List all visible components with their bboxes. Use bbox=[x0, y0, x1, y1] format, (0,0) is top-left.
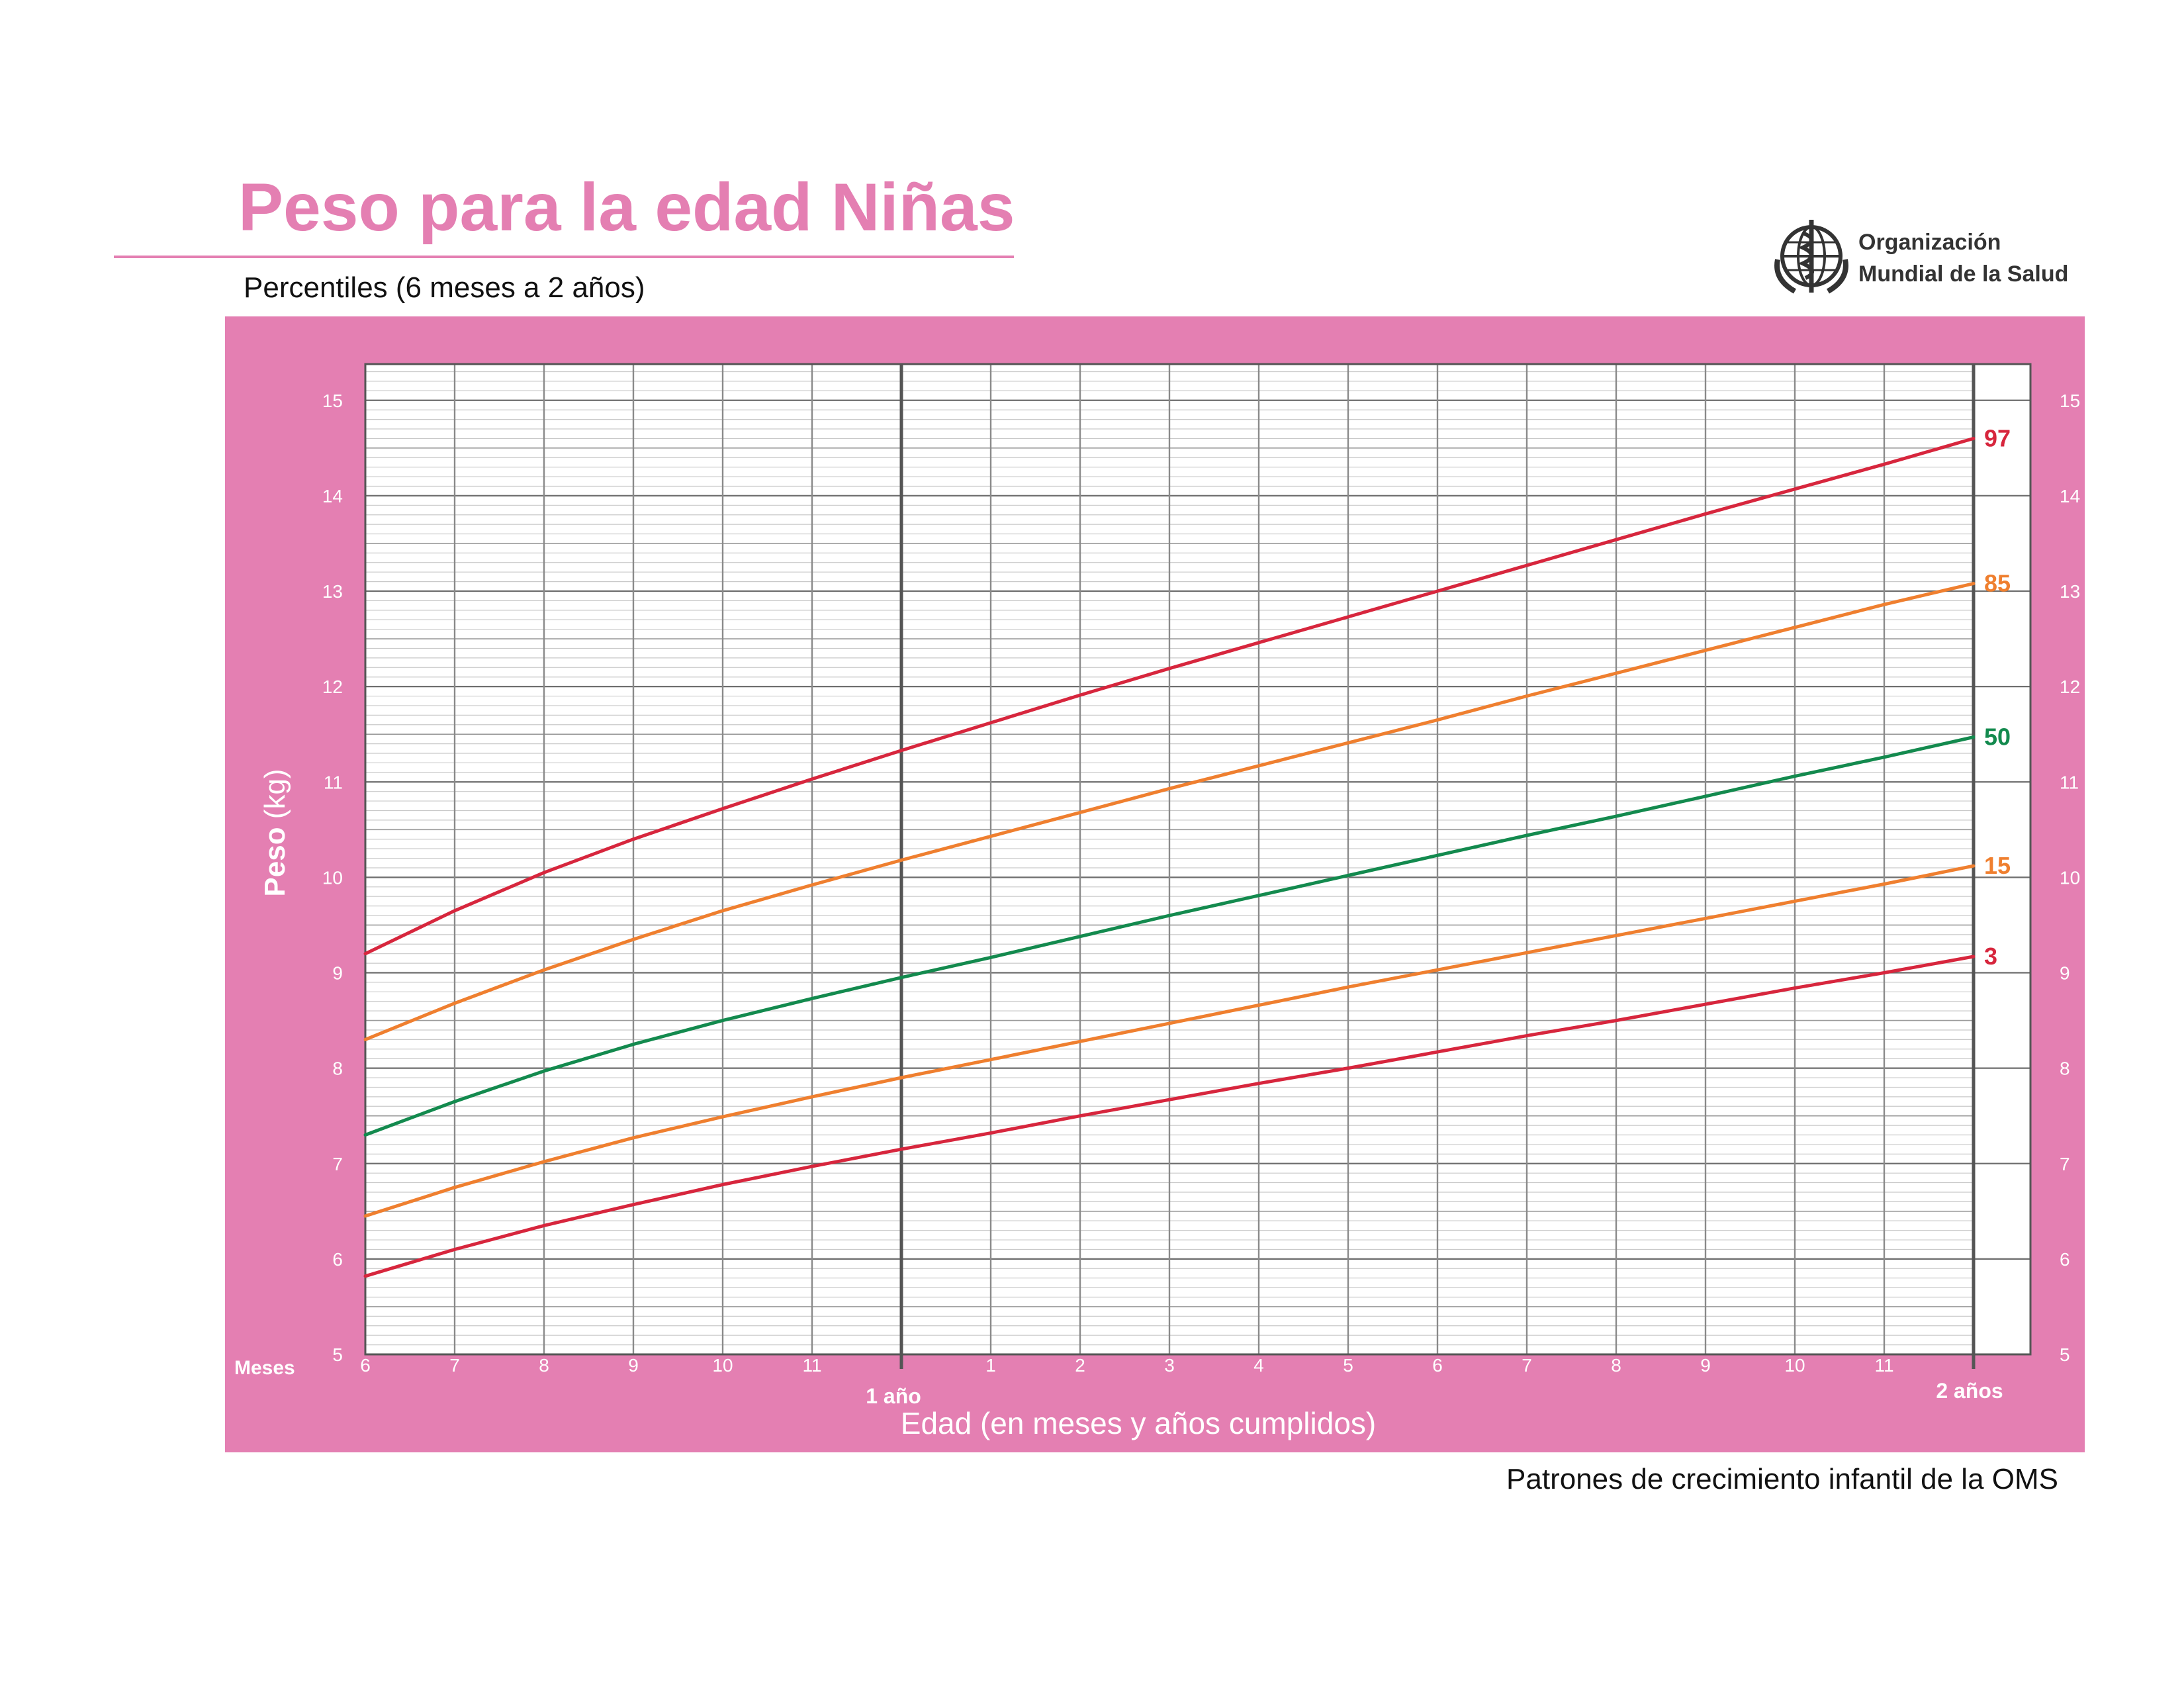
source-note: Patrones de crecimiento infantil de la O… bbox=[1506, 1463, 2058, 1495]
y-tick-label-left: 8 bbox=[332, 1058, 343, 1079]
x-year-label-2: 2 años bbox=[1936, 1379, 2003, 1403]
percentile-label-3: 3 bbox=[1984, 943, 1997, 970]
y-tick-label-left: 10 bbox=[322, 867, 343, 888]
who-emblem-icon bbox=[1774, 220, 1848, 294]
who-name-line2: Mundial de la Salud bbox=[1858, 261, 2069, 287]
x-tick-label: 9 bbox=[628, 1355, 639, 1376]
y-tick-label-right: 7 bbox=[2060, 1154, 2070, 1174]
x-tick-label: 4 bbox=[1253, 1355, 1264, 1376]
y-tick-label-left: 5 bbox=[332, 1344, 343, 1365]
x-year-label-1: 1 año bbox=[866, 1384, 921, 1408]
plot-frame bbox=[364, 363, 2032, 1356]
y-tick-label-left: 14 bbox=[322, 486, 343, 506]
percentile-curve-50 bbox=[363, 735, 1976, 1137]
y-tick-label-right: 11 bbox=[2060, 772, 2079, 792]
y-tick-label-right: 14 bbox=[2060, 486, 2080, 506]
x-tick-label: 1 bbox=[985, 1355, 996, 1376]
x-unit-label: Meses bbox=[234, 1357, 295, 1379]
x-tick-label: 2 bbox=[1075, 1355, 1085, 1376]
x-tick-label: 7 bbox=[1522, 1355, 1532, 1376]
x-tick-label: 11 bbox=[802, 1355, 821, 1376]
percentile-curve-85 bbox=[363, 582, 1976, 1041]
page-subtitle: Percentiles (6 meses a 2 años) bbox=[244, 271, 645, 304]
x-tick-label: 5 bbox=[1343, 1355, 1353, 1376]
who-logo-text: Organización Mundial de la Salud bbox=[1858, 226, 2068, 290]
y-axis-title-main: Peso bbox=[259, 819, 291, 896]
percentile-curve-97 bbox=[363, 436, 1976, 956]
y-tick-label-right: 13 bbox=[2060, 581, 2080, 602]
y-tick-label-left: 13 bbox=[322, 581, 343, 602]
y-tick-label-right: 5 bbox=[2060, 1344, 2070, 1365]
y-tick-label-left: 7 bbox=[332, 1154, 343, 1174]
percentile-curve-3 bbox=[363, 955, 1976, 1278]
y-tick-label-right: 8 bbox=[2060, 1058, 2070, 1079]
x-tick-label: 8 bbox=[1611, 1355, 1621, 1376]
percentile-label-50: 50 bbox=[1984, 724, 2011, 751]
x-tick-label: 11 bbox=[1874, 1355, 1893, 1376]
x-tick-label: 6 bbox=[1432, 1355, 1443, 1376]
x-tick-label: 6 bbox=[360, 1355, 371, 1376]
x-tick-label: 3 bbox=[1164, 1355, 1175, 1376]
y-tick-label-left: 11 bbox=[324, 772, 343, 792]
x-tick-label: 10 bbox=[712, 1355, 733, 1376]
y-tick-label-left: 6 bbox=[332, 1249, 343, 1270]
y-axis-title-unit: (kg) bbox=[259, 769, 291, 819]
x-tick-label: 9 bbox=[1700, 1355, 1711, 1376]
y-axis-title: Peso (kg) bbox=[259, 769, 291, 896]
y-tick-label-right: 10 bbox=[2060, 867, 2080, 888]
plot-background bbox=[365, 364, 2030, 1354]
who-name-line1: Organización bbox=[1858, 230, 2001, 255]
y-tick-label-right: 9 bbox=[2060, 963, 2070, 984]
x-axis-title: Edad (en meses y años cumplidos) bbox=[901, 1406, 1376, 1440]
percentile-curve-15 bbox=[363, 864, 1976, 1218]
y-tick-label-right: 12 bbox=[2060, 677, 2080, 697]
title-divider bbox=[114, 256, 1014, 258]
chart-panel: 5 5 6 6 7 7 8 8 9 9 10 10 11 11 12 12 13 13 14 14 15 15 6 7 8 9 10… bbox=[225, 316, 2085, 1452]
percentile-label-85: 85 bbox=[1984, 569, 2011, 596]
x-tick-label: 8 bbox=[539, 1355, 549, 1376]
y-tick-label-right: 15 bbox=[2060, 391, 2080, 411]
y-tick-label-left: 12 bbox=[322, 677, 343, 697]
x-tick-label: 10 bbox=[1784, 1355, 1805, 1376]
y-tick-label-left: 15 bbox=[322, 391, 343, 411]
y-tick-label-right: 6 bbox=[2060, 1249, 2070, 1270]
x-tick-label: 7 bbox=[449, 1355, 460, 1376]
percentile-label-15: 15 bbox=[1984, 852, 2011, 879]
percentile-label-97: 97 bbox=[1984, 424, 2011, 451]
page-title: Peso para la edad Niñas bbox=[238, 169, 1015, 245]
y-tick-label-left: 9 bbox=[332, 963, 343, 984]
